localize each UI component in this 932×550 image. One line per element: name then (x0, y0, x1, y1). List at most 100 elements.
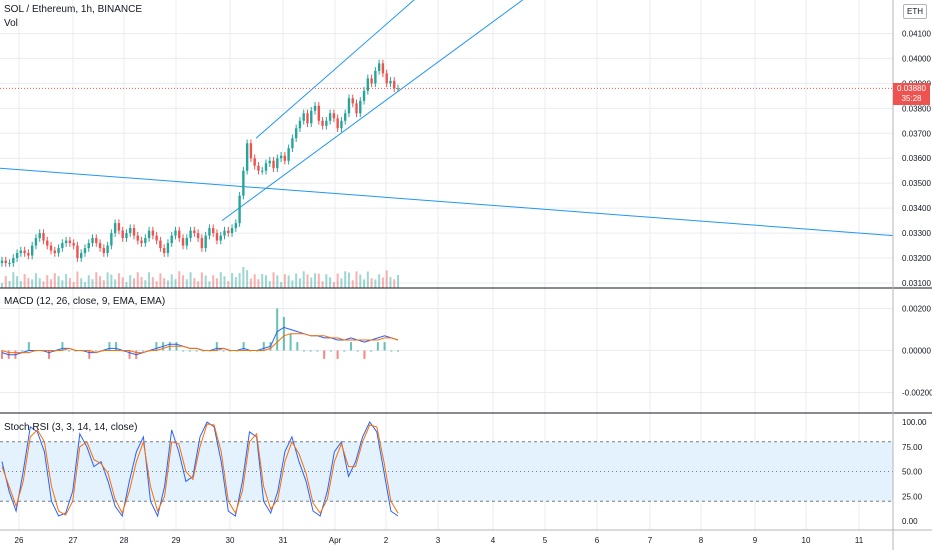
macd-histogram-bar (182, 350, 185, 352)
candle-body (291, 138, 294, 149)
macd-histogram-bar (215, 342, 218, 351)
macd-histogram-bar (376, 342, 379, 351)
volume-bar (204, 275, 207, 288)
currency-badge[interactable]: ETH (903, 4, 927, 19)
stoch-rsi-lines (1, 421, 399, 518)
candle-body (19, 250, 23, 254)
price-tick-label: 0.04000 (902, 54, 931, 63)
volume-bar (117, 273, 120, 288)
volume-bar (1, 283, 3, 288)
last-price-value: 0.03880 (897, 84, 926, 93)
macd-histogram-bar (155, 342, 158, 351)
candle-body (30, 245, 34, 256)
candle-body (200, 238, 204, 249)
macd-histogram-bar (276, 308, 279, 351)
candle-body (230, 228, 234, 234)
candle-body (57, 248, 60, 254)
volume-bar (265, 275, 267, 288)
price-tick-label: 0.03500 (902, 179, 931, 188)
candle-body (370, 78, 373, 84)
last-price-badge: 0.03880 35:28 (893, 83, 930, 105)
price-tick-label: 0.03700 (902, 129, 931, 138)
candle-body (261, 170, 264, 172)
candle-body (189, 230, 192, 239)
candle-body (53, 250, 56, 254)
macd-lines (1, 308, 399, 359)
macd-histogram-bar (94, 350, 97, 352)
macd-histogram-bar (336, 350, 339, 359)
candle-body (15, 253, 19, 259)
candle-body (374, 70, 377, 84)
time-axis-ticks[interactable]: 26 27 28 29 30 31 Apr 2 3 4 5 6 7 8 9 10 11 (15, 536, 864, 545)
volume-bar (8, 281, 11, 288)
symbol-title[interactable]: SOL / Ethereum, 1h, BINANCE (4, 4, 143, 15)
candle-body (215, 233, 219, 241)
candle-body (223, 230, 226, 236)
candle-body (234, 223, 238, 229)
candle-body (196, 233, 200, 239)
volume-bar (389, 277, 392, 288)
volume-bar (231, 273, 234, 288)
candle-body (298, 120, 302, 129)
volume-bar (65, 274, 68, 288)
volume-bar (114, 279, 117, 288)
volume-bar (370, 278, 373, 288)
macd-histogram-bar (21, 350, 24, 352)
time-tick-label: 29 (172, 536, 181, 545)
volume-bar (23, 274, 26, 288)
candle-body (42, 233, 45, 241)
candle-body (147, 230, 151, 239)
candle-body (396, 88, 400, 90)
candle-body (381, 63, 385, 74)
candle-body (355, 103, 358, 114)
price-tick-label: 0.03400 (902, 204, 931, 213)
macd-axis-ticks[interactable]: 0.00200 0.00000 -0.00200 (902, 305, 932, 398)
candle-body (117, 223, 121, 231)
candle-body (144, 238, 147, 244)
candle-body (310, 110, 313, 124)
candle-body (181, 238, 185, 246)
price-axis-ticks[interactable]: 0.041000.040000.039000.038000.037000.036… (902, 29, 931, 288)
stoch-axis-ticks[interactable]: 100.00 75.00 50.00 25.00 0.00 (902, 418, 927, 526)
candle-body (294, 128, 298, 139)
candle-body (72, 243, 75, 246)
volume-bar (136, 272, 139, 288)
macd-histogram-bar (262, 342, 265, 351)
volume-bar (242, 267, 245, 288)
macd-tick-label: -0.00200 (902, 389, 932, 398)
time-tick-label: 11 (855, 536, 864, 545)
candle-body (268, 160, 271, 164)
macd-histogram-bar (350, 342, 353, 351)
candle-body (272, 160, 275, 169)
time-tick-label: 4 (491, 536, 496, 545)
time-tick-label: 31 (279, 536, 288, 545)
candle-body (321, 120, 324, 126)
macd-histogram-bar (88, 350, 91, 359)
volume-bar (57, 276, 60, 288)
volume-bar (295, 273, 298, 288)
volume-bar (272, 272, 275, 288)
candle-body (257, 165, 260, 171)
candle-body (393, 80, 396, 89)
macd-histogram-bar (329, 350, 332, 352)
candle-body (174, 230, 177, 236)
candle-body (87, 243, 90, 249)
macd-histogram-bar (61, 342, 64, 351)
volume-bar (212, 275, 215, 288)
volume-bar (182, 275, 185, 288)
volume-bar (215, 278, 218, 288)
macd-title[interactable]: MACD (12, 26, close, 9, EMA, EMA) (4, 296, 166, 307)
macd-histogram-bar (303, 350, 306, 352)
macd-histogram-bar (141, 350, 144, 352)
candle-body (102, 248, 106, 254)
volume-bar (31, 279, 34, 288)
trendlines[interactable] (0, 0, 894, 237)
stoch-rsi-title[interactable]: Stoch RSI (3, 3, 14, 14, close) (4, 422, 138, 433)
macd-histogram-bar (188, 350, 191, 352)
stoch-tick-label: 100.00 (902, 418, 927, 427)
candle-body (313, 105, 317, 111)
candle-body (227, 230, 230, 234)
trendline (255, 0, 415, 139)
candle-body (129, 228, 132, 234)
